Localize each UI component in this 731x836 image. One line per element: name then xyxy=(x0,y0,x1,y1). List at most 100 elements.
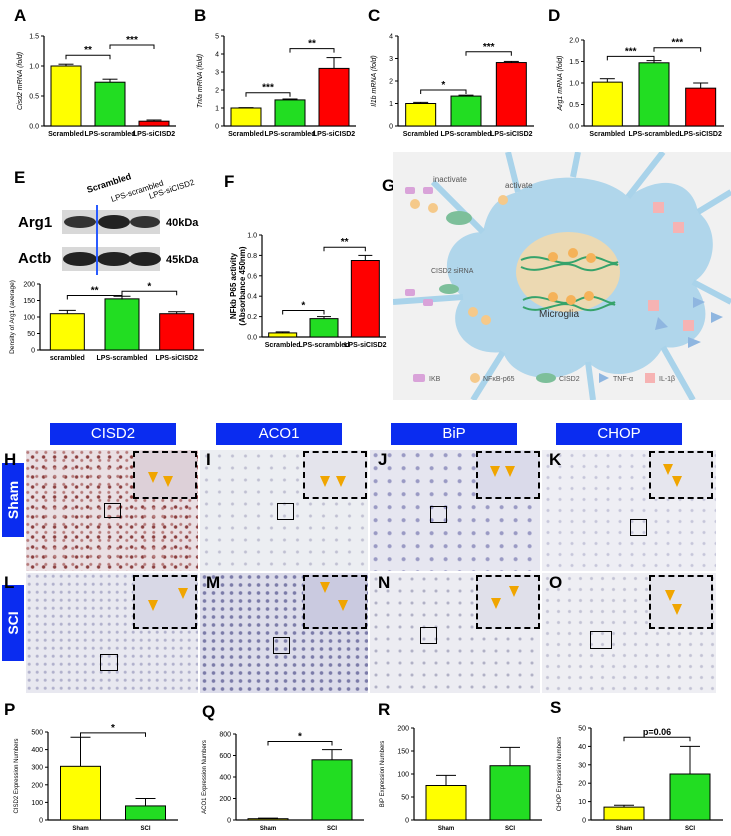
x-tick-label: scrambled xyxy=(50,355,85,362)
bar xyxy=(603,806,645,821)
zoom-region xyxy=(430,506,447,523)
panel-letter-s: S xyxy=(550,698,562,717)
zoom-inset xyxy=(476,575,540,629)
panel-letter-f: F xyxy=(224,172,235,191)
y-tick-label: 1 xyxy=(389,101,393,108)
panel-letter-n: N xyxy=(378,573,391,592)
diagram-legend-ikb: IKB xyxy=(429,376,441,383)
significance-label: ** xyxy=(308,39,316,50)
bar xyxy=(311,759,353,821)
x-tick-label: Sham xyxy=(438,826,454,832)
x-tick-label: SCI xyxy=(327,826,337,832)
significance-label: * xyxy=(111,723,115,734)
bar xyxy=(138,120,170,127)
y-axis-label: Arg1 mRNA (fold) xyxy=(557,56,564,112)
diagram-label-sirna: CISD2 siRNA xyxy=(431,268,474,275)
diagram-legend-cisd2: CISD2 xyxy=(559,376,580,383)
bar xyxy=(268,332,298,338)
y-tick-label: 1.0 xyxy=(247,233,257,240)
stain-header-chop: CHOP xyxy=(556,423,682,445)
chart-p: 0 100 200 300 400 500 CISD2 Expression Numbers… xyxy=(14,723,178,832)
chart-d: 0.0 0.5 1.0 1.5 2.0 Arg1 mRNA (fold) Scrambled… xyxy=(557,38,724,138)
significance-label: * xyxy=(301,300,305,311)
y-axis-label-line: (Absorbance 450nm) xyxy=(238,246,247,325)
y-tick-label: 20 xyxy=(578,781,586,788)
panel-letter-b: B xyxy=(194,6,207,25)
bar xyxy=(669,773,711,821)
bar xyxy=(50,65,82,127)
stain-header-cisd2: CISD2 xyxy=(50,423,176,445)
significance-label: ** xyxy=(341,237,349,248)
y-tick-label: 2.0 xyxy=(569,38,579,45)
diagram-label-activate: activate xyxy=(505,181,533,190)
x-tick-label: LPS-scrambled xyxy=(299,342,350,349)
blot-row-label: Actb xyxy=(18,250,51,267)
bar xyxy=(350,260,380,338)
blot-row-label: Arg1 xyxy=(18,214,52,231)
x-tick-label: LPS-siCISD2 xyxy=(344,342,387,349)
y-axis-label: ACO1 Expression Numbers xyxy=(202,740,208,814)
y-tick-label: 0.8 xyxy=(247,253,257,260)
panel-letter-k: K xyxy=(549,450,562,469)
significance-bracket xyxy=(245,92,291,97)
bar xyxy=(309,318,339,338)
diagram-label-microglia: Microglia xyxy=(539,309,579,320)
x-tick-label: LPS-siCISD2 xyxy=(679,131,722,138)
x-tick-label: SCI xyxy=(685,826,695,832)
panel-letter-r: R xyxy=(378,700,391,719)
panel-letter-o: O xyxy=(549,573,563,592)
y-tick-label: 3 xyxy=(215,70,219,77)
y-tick-label: 1.0 xyxy=(29,64,39,71)
y-tick-label: 4 xyxy=(389,34,393,41)
y-axis-label: BiP Expression Numbers xyxy=(380,741,386,808)
bar xyxy=(318,67,350,127)
y-tick-label: 0.4 xyxy=(247,294,257,301)
y-tick-label: 1.5 xyxy=(29,34,39,41)
y-tick-label: 400 xyxy=(31,747,43,754)
panel-letter-q: Q xyxy=(202,702,216,721)
y-tick-label: 0.5 xyxy=(569,102,579,109)
y-tick-label: 30 xyxy=(578,762,586,769)
significance-bracket xyxy=(282,309,325,315)
y-tick-label: 10 xyxy=(578,799,586,806)
significance-bracket xyxy=(267,741,333,746)
orange-arrow-icon xyxy=(320,582,330,593)
x-tick-label: LPS-scrambled xyxy=(85,131,136,138)
x-tick-label: LPS-siCISD2 xyxy=(155,355,198,362)
chart-e: 0 50 100 150 200 Density of Arg1 (average) scr… xyxy=(9,280,204,362)
zoom-region xyxy=(273,637,290,654)
orange-arrow-icon xyxy=(148,600,158,611)
y-tick-label: 0 xyxy=(582,818,586,825)
y-tick-label: 200 xyxy=(219,796,231,803)
panel-letter-d: D xyxy=(548,6,561,25)
y-tick-label: 0.5 xyxy=(29,94,39,101)
x-tick-label: Sham xyxy=(616,826,632,832)
significance-bracket xyxy=(465,51,512,56)
y-tick-label: 0 xyxy=(405,818,409,825)
significance-bracket xyxy=(653,47,702,52)
y-tick-label: 800 xyxy=(219,732,231,739)
zoom-inset xyxy=(649,575,713,629)
x-tick-label: SCI xyxy=(505,826,515,832)
stain-header-aco1: ACO1 xyxy=(216,423,342,445)
y-tick-label: 1.5 xyxy=(569,59,579,66)
significance-label: * xyxy=(298,732,302,743)
y-tick-label: 600 xyxy=(219,753,231,760)
panel-letter-i: I xyxy=(206,450,211,469)
x-tick-label: Scrambled xyxy=(403,131,439,138)
y-tick-label: 0 xyxy=(389,124,393,131)
x-tick-label: LPS-siCISD2 xyxy=(133,131,176,138)
bar xyxy=(274,99,306,127)
x-tick-label: LPS-scrambled xyxy=(265,131,316,138)
bar xyxy=(94,81,126,127)
significance-label: *** xyxy=(126,35,138,46)
significance-bracket xyxy=(121,290,178,296)
zoom-region xyxy=(277,503,294,520)
zoom-region xyxy=(630,519,647,536)
y-axis-label-line: NFkb P65 activity xyxy=(229,252,238,319)
y-tick-label: 50 xyxy=(578,726,586,733)
y-tick-label: 500 xyxy=(31,730,43,737)
orange-arrow-icon xyxy=(491,598,501,609)
y-tick-label: 0 xyxy=(31,348,35,355)
